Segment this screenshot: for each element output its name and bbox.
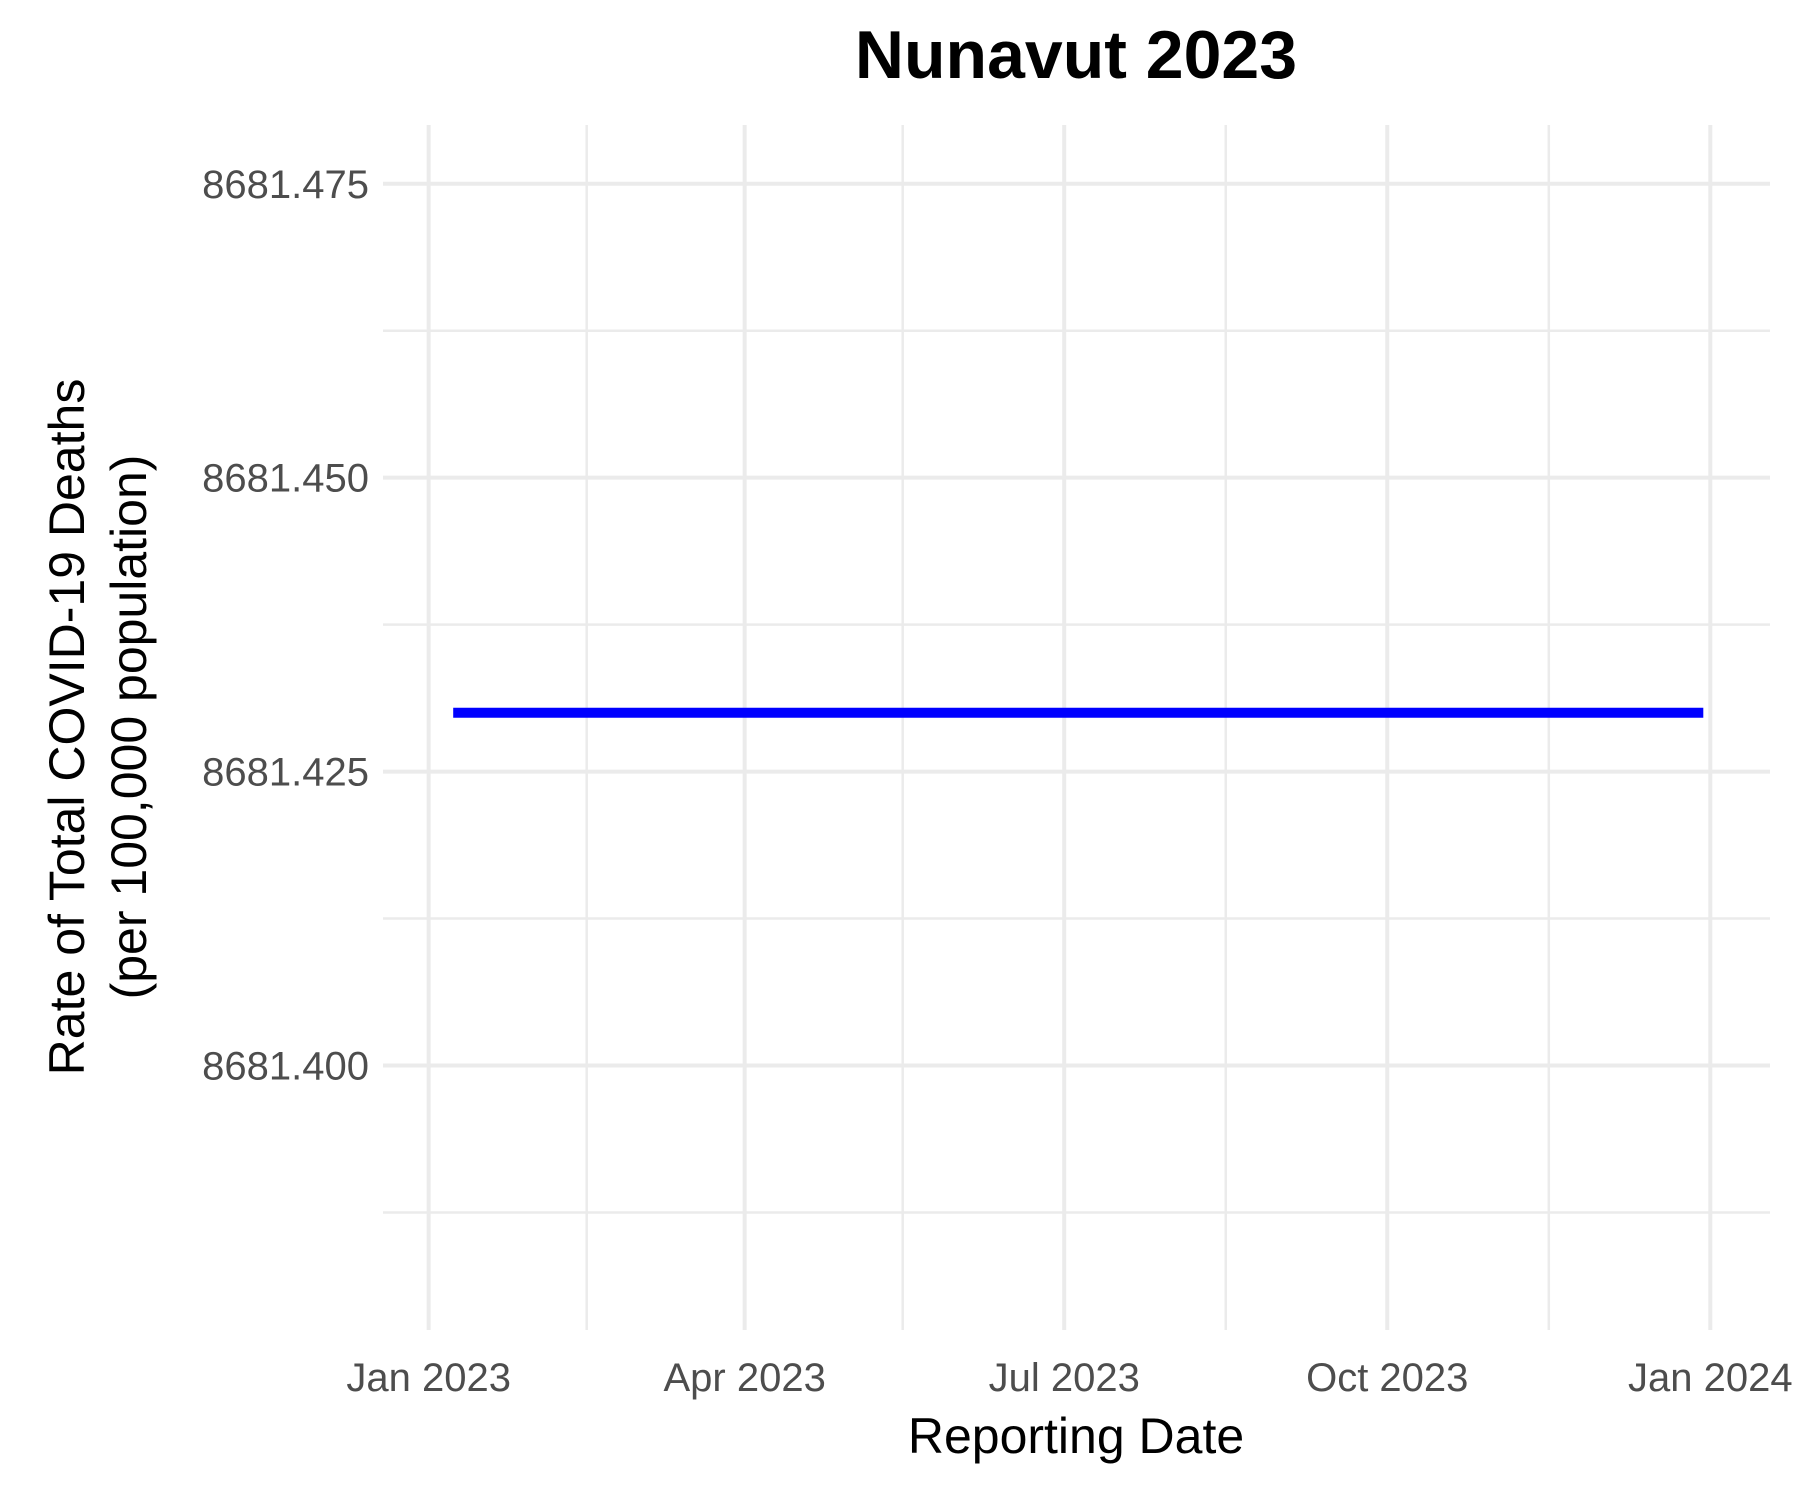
y-tick-label: 8681.425 <box>202 751 369 795</box>
x-tick-label: Apr 2023 <box>664 1356 826 1400</box>
y-axis-ticks: 8681.400 8681.425 8681.450 8681.475 <box>202 163 369 1089</box>
y-axis-label-line-2: (per 100,000 population) <box>101 455 157 1000</box>
minor-gridlines <box>383 125 1770 1330</box>
x-tick-label: Jul 2023 <box>989 1356 1140 1400</box>
y-axis-label-line-1: Rate of Total COVID-19 Deaths <box>39 379 95 1076</box>
major-gridlines <box>383 125 1770 1330</box>
y-tick-label: 8681.450 <box>202 457 369 501</box>
x-tick-label: Oct 2023 <box>1306 1356 1468 1400</box>
x-axis-label: Reporting Date <box>908 1408 1244 1464</box>
x-axis-ticks: Jan 2023 Apr 2023 Jul 2023 Oct 2023 Jan 2024 <box>346 1356 1792 1400</box>
chart-title: Nunavut 2023 <box>855 17 1297 93</box>
y-axis-label: Rate of Total COVID-19 Deaths (per 100,0… <box>39 379 157 1076</box>
x-tick-label: Jan 2023 <box>346 1356 511 1400</box>
y-tick-label: 8681.475 <box>202 163 369 207</box>
y-tick-label: 8681.400 <box>202 1044 369 1088</box>
x-tick-label: Jan 2024 <box>1628 1356 1793 1400</box>
